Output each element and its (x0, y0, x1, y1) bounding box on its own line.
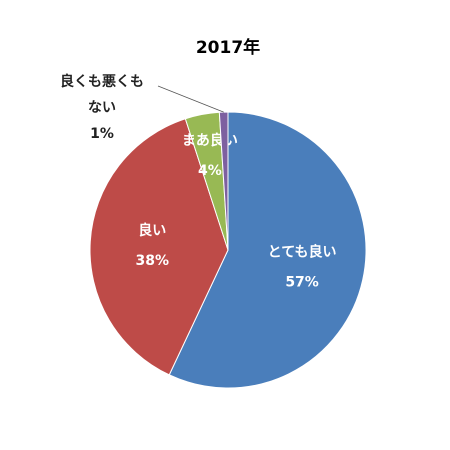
leader-line (157, 85, 224, 113)
slice-value: 57% (285, 275, 319, 291)
slice-value: 4% (198, 163, 222, 179)
slice-label: まあ良い (182, 132, 238, 149)
slice-label: 良くも悪くもない (60, 73, 144, 116)
slice-label: とても良い (268, 244, 337, 261)
slice-value: 1% (90, 126, 114, 142)
pie-slice (89, 118, 229, 376)
pie-slice (168, 111, 367, 389)
slice-label: 良い (138, 222, 166, 239)
chart-title: 2017年 (196, 37, 260, 58)
slice-value: 38% (135, 253, 169, 269)
